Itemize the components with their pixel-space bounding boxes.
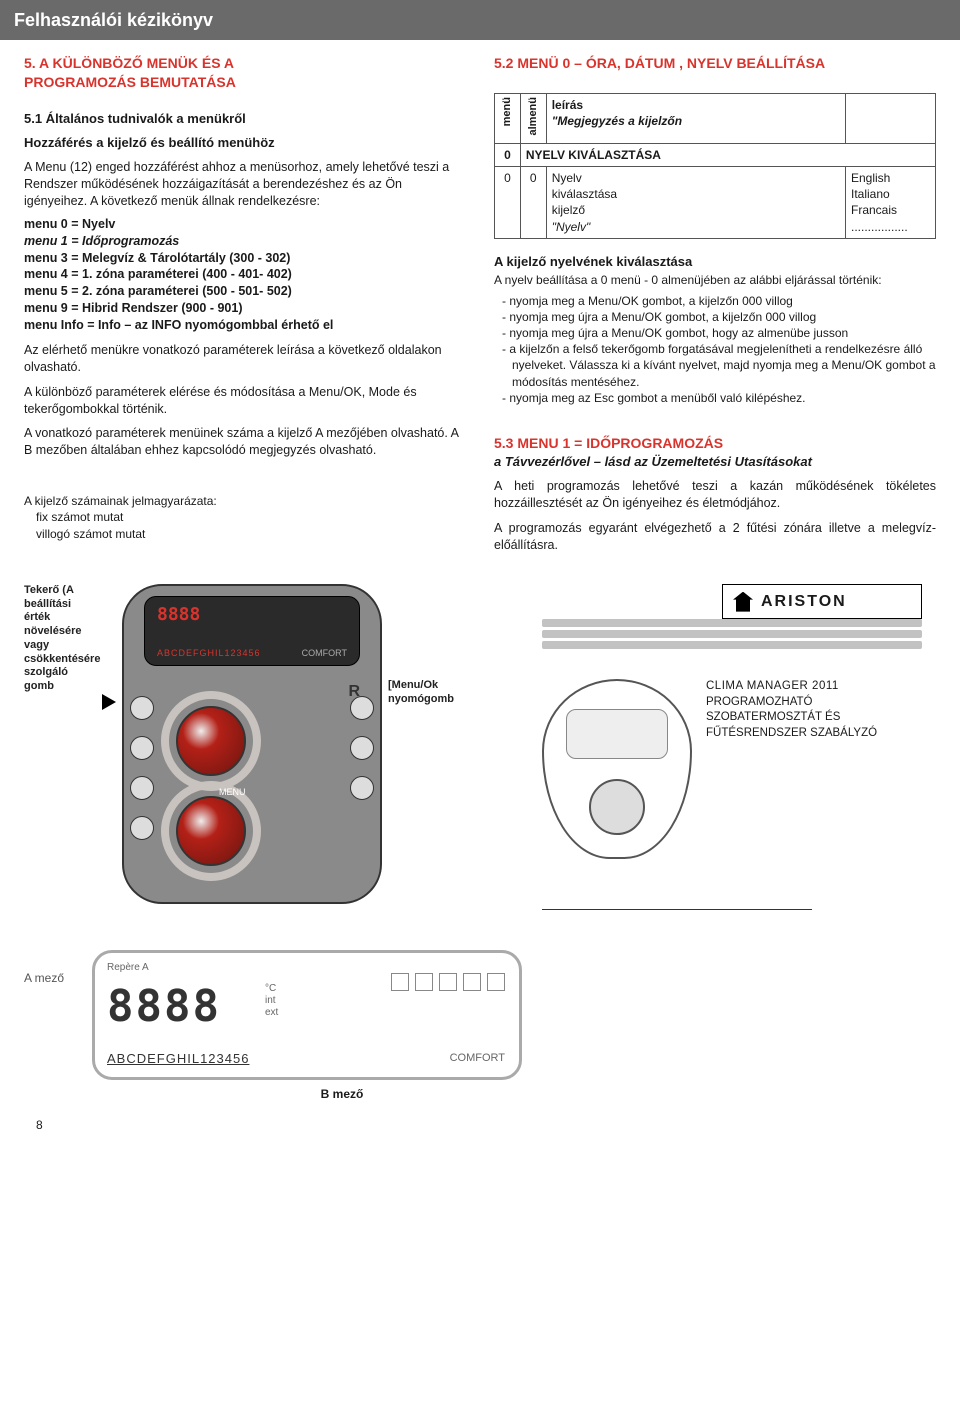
bullet: - a kijelzőn a felső tekerőgomb forgatás… bbox=[502, 341, 936, 390]
section-5-3: 5.3 MENU 1 = IDŐPROGRAMOZÁS a Távvezérlő… bbox=[494, 434, 936, 554]
arrow-icon bbox=[102, 694, 116, 710]
lcd-area: A mező Repère A 8888 °Cintext ABCDEFGHIL… bbox=[0, 910, 960, 1102]
dial-top[interactable] bbox=[176, 706, 246, 776]
menu-item: menu 9 = Hibrid Rendszer (900 - 901) bbox=[24, 300, 466, 317]
menu-item: menu 4 = 1. zóna paraméterei (400 - 401-… bbox=[24, 266, 466, 283]
section-5-3-heading: 5.3 MENU 1 = IDŐPROGRAMOZÁS bbox=[494, 434, 936, 453]
lang-select-heading: A kijelző nyelvének kiválasztása bbox=[494, 253, 936, 271]
a-field-label: A mező bbox=[24, 950, 84, 986]
access-paragraph: A Menu (12) enged hozzáférést ahhoz a me… bbox=[24, 159, 466, 210]
menu-label: MENU bbox=[219, 786, 246, 798]
thermostat-row: CLIMA MANAGER 2011 PROGRAMOZHATÓ SZOBATE… bbox=[542, 679, 922, 859]
dial-bottom[interactable] bbox=[176, 796, 246, 866]
lang-select-intro: A nyelv beállítása a 0 menü - 0 almenüjé… bbox=[494, 272, 936, 288]
menu-item: menu 1 = Időprogramozás bbox=[24, 233, 466, 250]
access-heading: Hozzáférés a kijelző és beállító menühöz bbox=[24, 134, 466, 152]
lcd-display: Repère A 8888 °Cintext ABCDEFGHIL123456 … bbox=[92, 950, 522, 1080]
sec53-p2: A programozás egyaránt elvégezhető a 2 f… bbox=[494, 520, 936, 554]
side-button[interactable] bbox=[130, 736, 154, 760]
device-right: ARISTON CLIMA MANAGER 2011 PROGRAMOZHATÓ… bbox=[542, 584, 922, 911]
th-empty bbox=[846, 94, 936, 144]
thermostat-screen bbox=[566, 709, 668, 759]
menu-list: menu 0 = Nyelv menu 1 = Időprogramozás m… bbox=[24, 216, 466, 334]
thermostat bbox=[542, 679, 692, 859]
thermostat-text: CLIMA MANAGER 2011 PROGRAMOZHATÓ SZOBATE… bbox=[706, 679, 877, 741]
section-5-heading-line2: PROGRAMOZÁS BEMUTATÁSA bbox=[24, 73, 466, 92]
main-columns: 5. A KÜLÖNBÖZŐ MENÜK ÉS A PROGRAMOZÁS BE… bbox=[0, 40, 960, 554]
section-5-3-sub: a Távvezérlővel – lásd az Üzemeltetési U… bbox=[494, 453, 936, 471]
b-field-label: B mező bbox=[92, 1086, 592, 1102]
legend-fix: fix számot mutat bbox=[36, 509, 466, 525]
bullet: - nyomja meg az Esc gombot a menüből val… bbox=[502, 390, 936, 406]
lcd-icon bbox=[487, 973, 505, 991]
right-column: 5.2 MENÜ 0 – ÓRA, DÁTUM , NYELV BEÁLLÍTÁ… bbox=[494, 54, 936, 554]
brand-label: ARISTON bbox=[761, 591, 847, 613]
page-number: 8 bbox=[0, 1103, 960, 1139]
header-bar: Felhasználói kézikönyv bbox=[0, 0, 960, 40]
section-5-heading: 5. A KÜLÖNBÖZŐ MENÜK ÉS A PROGRAMOZÁS BE… bbox=[24, 54, 466, 92]
side-button[interactable] bbox=[130, 776, 154, 800]
side-button[interactable] bbox=[350, 776, 374, 800]
thermostat-dial[interactable] bbox=[589, 779, 645, 835]
control-panel: 8888 MENU R bbox=[122, 584, 382, 904]
side-button[interactable] bbox=[130, 696, 154, 720]
menu-item: menu 5 = 2. zóna paraméterei (500 - 501-… bbox=[24, 283, 466, 300]
house-icon bbox=[733, 592, 753, 612]
section-5-1-heading: 5.1 Általános tudnivalók a menükről bbox=[24, 110, 466, 128]
lcd-icons bbox=[391, 973, 505, 991]
side-button[interactable] bbox=[350, 736, 374, 760]
decorative-lines bbox=[542, 619, 922, 649]
ariston-badge: ARISTON bbox=[722, 584, 922, 620]
cell-desc: Nyelv kiválasztása kijelző "Nyelv" bbox=[546, 167, 845, 239]
section-5-heading-line1: 5. A KÜLÖNBÖZŐ MENÜK ÉS A bbox=[24, 54, 466, 73]
bullet: - nyomja meg újra a Menu/OK gombot, hogy… bbox=[502, 325, 936, 341]
lcd-comfort: COMFORT bbox=[450, 1051, 505, 1066]
section-5-2-heading: 5.2 MENÜ 0 – ÓRA, DÁTUM , NYELV BEÁLLÍTÁ… bbox=[494, 54, 936, 73]
r-letter: R bbox=[348, 681, 360, 703]
bullet: - nyomja meg a Menu/OK gombot, a kijelző… bbox=[502, 293, 936, 309]
lcd-icon bbox=[439, 973, 457, 991]
legend-title: A kijelző számainak jelmagyarázata: bbox=[24, 493, 466, 509]
sec53-p1: A heti programozás lehetővé teszi a kazá… bbox=[494, 478, 936, 512]
para-2: Az elérhető menükre vonatkozó paramétere… bbox=[24, 342, 466, 376]
menu-item: menu 3 = Melegvíz & Tárolótartály (300 -… bbox=[24, 250, 466, 267]
legend-blink: villogó számot mutat bbox=[36, 526, 466, 542]
lcd-bottom-text: ABCDEFGHIL123456 bbox=[107, 1050, 249, 1068]
divider bbox=[542, 909, 812, 910]
lcd-icon bbox=[391, 973, 409, 991]
th-desc: leírás "Megjegyzés a kijelzőn bbox=[546, 94, 845, 144]
th-menu: menü bbox=[495, 94, 521, 144]
menu-ok-label: [Menu/Ok nyomógomb bbox=[388, 679, 462, 707]
left-column: 5. A KÜLÖNBÖZŐ MENÜK ÉS A PROGRAMOZÁS BE… bbox=[24, 54, 466, 554]
side-button[interactable] bbox=[130, 816, 154, 840]
para-4: A vonatkozó paraméterek menüinek száma a… bbox=[24, 425, 466, 459]
lcd-side-labels: °Cintext bbox=[265, 983, 278, 1019]
lcd-icon bbox=[463, 973, 481, 991]
cell-group-title: NYELV KIVÁLASZTÁSA bbox=[520, 143, 935, 166]
device-row: Tekerő (A beállítási érték növelésére va… bbox=[0, 554, 960, 911]
th-almenu: almenü bbox=[520, 94, 546, 144]
legend-block: A kijelző számainak jelmagyarázata: fix … bbox=[24, 493, 466, 542]
menu-item: menu 0 = Nyelv bbox=[24, 216, 466, 233]
device-left: Tekerő (A beállítási érték növelésére va… bbox=[24, 584, 462, 904]
cell-almenu: 0 bbox=[520, 167, 546, 239]
header-title: Felhasználói kézikönyv bbox=[14, 10, 213, 30]
panel-screen: 8888 bbox=[144, 596, 360, 666]
cell-menu: 0 bbox=[495, 167, 521, 239]
page: Felhasználói kézikönyv 5. A KÜLÖNBÖZŐ ME… bbox=[0, 0, 960, 1159]
para-3: A különböző paraméterek elérése és módos… bbox=[24, 384, 466, 418]
lang-steps: - nyomja meg a Menu/OK gombot, a kijelző… bbox=[502, 293, 936, 406]
knob-label: Tekerő (A beállítási érték növelésére va… bbox=[24, 584, 96, 694]
lcd-repere: Repère A bbox=[107, 961, 149, 975]
cell-vals: English Italiano Francais ..............… bbox=[846, 167, 936, 239]
lcd-digits: 8888 bbox=[107, 977, 221, 1036]
cell-group-menu: 0 bbox=[495, 143, 521, 166]
menu-item: menu Info = Info – az INFO nyomógombbal … bbox=[24, 317, 466, 334]
bullet: - nyomja meg újra a Menu/OK gombot, a ki… bbox=[502, 309, 936, 325]
param-table: menü almenü leírás "Megjegyzés a kijelző… bbox=[494, 93, 936, 239]
lcd-icon bbox=[415, 973, 433, 991]
